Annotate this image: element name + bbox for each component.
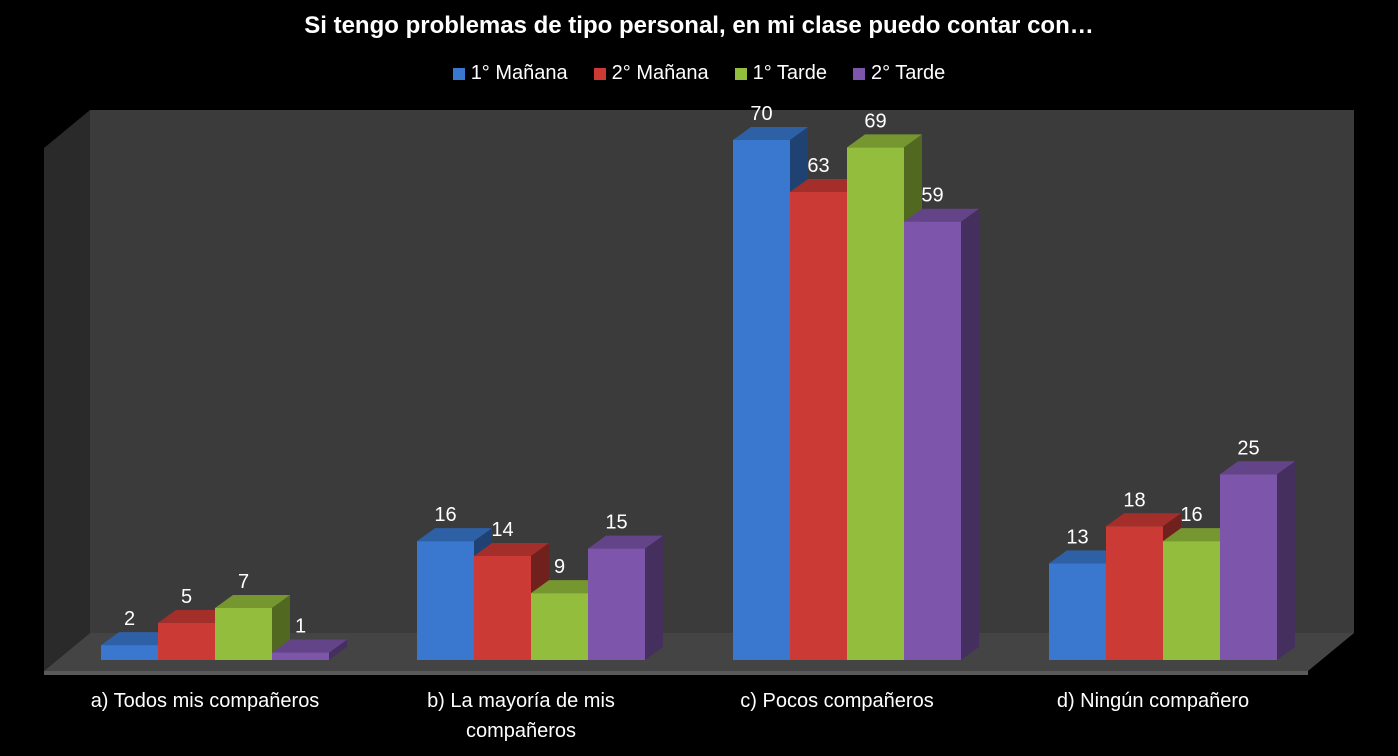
bar-top-2-4 <box>588 535 663 549</box>
bar-2-4 <box>588 548 645 660</box>
bar-top-2-3 <box>531 580 606 594</box>
bar-4-4 <box>1220 474 1277 660</box>
legend: 1° Mañana 2° Mañana 1° Tarde 2° Tarde <box>0 62 1398 85</box>
bar-3-1 <box>733 140 790 660</box>
plot-side-wall <box>44 110 90 671</box>
data-label-4-4: 25 <box>1237 437 1259 459</box>
data-label-2-4: 15 <box>605 512 627 534</box>
data-label-3-1: 70 <box>750 103 772 125</box>
legend-item-4: 2° Tarde <box>852 62 946 85</box>
bar-3-4 <box>904 221 961 660</box>
category-label-3: c) Pocos compañeros <box>740 690 934 712</box>
legend-swatch-2 <box>593 67 606 80</box>
plot-back-wall <box>90 110 1354 633</box>
data-label-4-3: 16 <box>1180 504 1202 526</box>
bar-top-4-3 <box>1163 528 1238 542</box>
chart-title: Si tengo problemas de tipo personal, en … <box>304 12 1094 39</box>
bar-4-3 <box>1163 541 1220 660</box>
bar-3-3 <box>847 147 904 660</box>
data-label-2-1: 16 <box>434 504 456 526</box>
bar-top-1-4 <box>272 639 347 653</box>
data-label-3-4: 59 <box>921 185 943 207</box>
data-label-1-2: 5 <box>181 586 192 608</box>
bar-side-1-4 <box>329 639 347 660</box>
plot-floor <box>44 633 1354 671</box>
bar-4-1 <box>1049 563 1106 660</box>
bar-side-4-4 <box>1277 461 1295 660</box>
bar-2-1 <box>417 541 474 660</box>
category-label-1: a) Todos mis compañeros <box>90 690 320 712</box>
bar-3-2 <box>790 192 847 660</box>
bar-top-3-4 <box>904 208 979 222</box>
bar-side-2-4 <box>645 535 663 660</box>
legend-item-3: 1° Tarde <box>734 62 827 85</box>
bar-2-3 <box>531 593 588 660</box>
data-label-2-2: 14 <box>491 519 513 541</box>
plot-floor-edge <box>44 671 1308 675</box>
bar-top-3-3 <box>847 134 922 148</box>
bar-top-2-2 <box>474 543 549 556</box>
legend-label-3: 1° Tarde <box>752 62 827 84</box>
bar-1-2 <box>158 622 215 660</box>
bar-1-4 <box>272 652 329 660</box>
data-label-1-3: 7 <box>238 571 249 593</box>
legend-label-2: 2° Mañana <box>611 62 709 84</box>
data-label-1-4: 1 <box>295 616 306 638</box>
bar-top-4-4 <box>1220 461 1295 475</box>
bar-top-1-1 <box>101 632 176 646</box>
data-label-1-1: 2 <box>124 608 135 630</box>
bar-2-2 <box>474 556 531 660</box>
bar-top-2-1 <box>417 528 492 542</box>
category-label-4: d) Ningún compañero <box>1056 690 1250 712</box>
data-label-4-1: 13 <box>1066 526 1088 548</box>
bar-top-4-2 <box>1106 513 1181 527</box>
legend-item-1: 1° Mañana <box>452 62 568 85</box>
data-label-2-3: 9 <box>554 556 565 578</box>
bar-4-2 <box>1106 526 1163 660</box>
legend-swatch-4 <box>852 67 865 80</box>
legend-label-4: 2° Tarde <box>870 62 946 84</box>
bar-1-3 <box>215 608 272 660</box>
bar-top-1-2 <box>158 609 233 623</box>
data-label-3-3: 69 <box>864 110 886 132</box>
category-label-2: b) La mayoría de mis compañeros <box>427 690 615 742</box>
bar-top-4-1 <box>1049 550 1124 564</box>
bar-top-3-1 <box>733 127 808 140</box>
legend-swatch-3 <box>734 67 747 80</box>
bar-1-1 <box>101 645 158 660</box>
bar-side-3-4 <box>961 208 979 660</box>
data-label-4-2: 18 <box>1123 489 1145 511</box>
data-label-3-2: 63 <box>807 155 829 177</box>
bar-top-1-3 <box>215 595 290 608</box>
bar-top-3-2 <box>790 179 865 192</box>
legend-swatch-1 <box>452 67 465 80</box>
legend-label-1: 1° Mañana <box>470 62 568 84</box>
legend-item-2: 2° Mañana <box>593 62 709 85</box>
